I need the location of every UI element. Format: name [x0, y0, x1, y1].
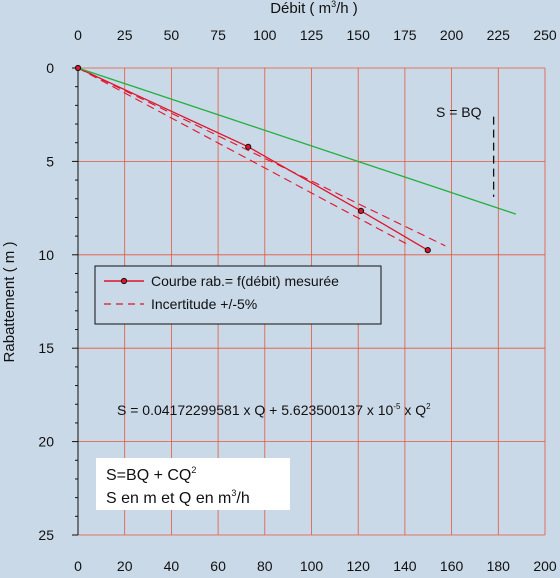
formula-line-2-tail: /h: [236, 490, 249, 507]
bottom-tick-label: 80: [257, 558, 273, 574]
formula-line-1: S=BQ + CQ2: [106, 465, 196, 484]
formula-box-background: [96, 458, 290, 510]
top-tick-label: 25: [117, 27, 133, 43]
formula-box: S=BQ + CQ2 S en m et Q en m3/h: [96, 458, 290, 510]
bottom-tick-labels: 0 20 40 60 80 100 120 140 160 180 200: [74, 558, 557, 574]
bottom-tick-label: 180: [487, 558, 511, 574]
legend-box: [94, 265, 382, 325]
equation-main: S = 0.04172299581 x Q + 5.623500137 x 10: [117, 402, 394, 418]
fit-line-linear: [77, 67, 517, 215]
bottom-tick-label: 40: [164, 558, 180, 574]
y-tick-label: 5: [46, 153, 54, 169]
uncertainty-line-lower: [77, 67, 411, 247]
bottom-tick-label: 140: [393, 558, 417, 574]
measured-curve-line: [77, 67, 429, 251]
y-tick-label: 25: [38, 527, 54, 543]
top-tick-label: 225: [487, 27, 511, 43]
bottom-tick-label: 60: [210, 558, 226, 574]
formula-line-2-text: S en m et Q en m: [106, 490, 231, 507]
formula-line-1-text: S=BQ + CQ: [106, 467, 191, 484]
y-tick-label: 20: [38, 434, 54, 450]
top-tick-label: 0: [74, 27, 82, 43]
axes: [72, 67, 79, 536]
top-tick-label: 250: [533, 27, 557, 43]
legend-label-uncertainty: Incertitude +/-5%: [151, 296, 257, 312]
legend: Courbe rab.= f(débit) mesurée Incertitud…: [94, 265, 382, 325]
equation-square: 2: [426, 402, 431, 411]
measured-point: [357, 207, 365, 215]
top-tick-label: 175: [393, 27, 417, 43]
top-axis-title: Débit ( m3/h ): [270, 0, 358, 17]
bottom-tick-label: 160: [440, 558, 464, 574]
measured-point: [245, 143, 252, 150]
top-tick-label: 200: [440, 27, 464, 43]
uncertainty-line-upper: [77, 67, 446, 247]
top-tick-label: 150: [347, 27, 371, 43]
equation-tail: x Q: [400, 402, 426, 418]
formula-line-2-sup: 3: [231, 488, 236, 498]
top-axis-title-tail: /h ): [336, 0, 358, 17]
bottom-tick-label: 0: [74, 558, 82, 574]
bottom-tick-label: 20: [117, 558, 133, 574]
y-tick-label: 15: [38, 340, 54, 356]
legend-marker-measured: [120, 277, 128, 285]
top-tick-label: 125: [300, 27, 324, 43]
formula-line-1-sup: 2: [191, 465, 196, 475]
top-tick-label: 50: [164, 27, 180, 43]
top-tick-label: 75: [210, 27, 226, 43]
formula-line-2: S en m et Q en m3/h: [106, 488, 250, 507]
y-axis-title: Rabattement ( m ): [1, 242, 18, 363]
annotation-s-bq: S = BQ: [436, 104, 482, 120]
bottom-tick-label: 120: [347, 558, 371, 574]
series-group: [74, 64, 517, 254]
measured-point: [74, 64, 82, 72]
equation-exponent: -5: [393, 402, 401, 411]
legend-label-measured: Courbe rab.= f(débit) mesurée: [151, 273, 339, 289]
top-axis-title-sup: 3: [331, 0, 336, 9]
top-tick-label: 100: [253, 27, 277, 43]
equation-text: S = 0.04172299581 x Q + 5.623500137 x 10…: [117, 402, 431, 418]
bottom-tick-label: 200: [533, 558, 557, 574]
bottom-tick-label: 100: [300, 558, 324, 574]
top-axis-title-text: Débit ( m: [270, 0, 331, 17]
y-tick-label: 0: [46, 60, 54, 76]
y-tick-label: 10: [38, 247, 54, 263]
top-tick-labels: 0 25 50 75 100 125 150 175 200 225 250: [74, 27, 557, 43]
y-tick-labels: 0 5 10 15 20 25: [38, 60, 54, 543]
measured-point: [424, 247, 431, 254]
